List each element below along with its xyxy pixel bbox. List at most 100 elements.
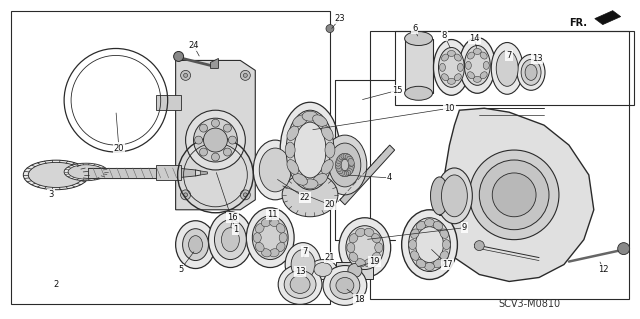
Text: 22: 22 [300, 193, 310, 202]
Ellipse shape [246, 208, 294, 268]
Ellipse shape [364, 228, 374, 237]
Ellipse shape [269, 219, 279, 226]
Ellipse shape [28, 162, 84, 188]
Circle shape [200, 124, 207, 132]
Ellipse shape [347, 156, 353, 164]
Ellipse shape [442, 240, 451, 249]
Ellipse shape [438, 48, 465, 87]
Ellipse shape [474, 76, 481, 82]
Ellipse shape [364, 259, 374, 267]
Circle shape [223, 124, 232, 132]
Ellipse shape [492, 42, 523, 94]
Text: 11: 11 [267, 210, 278, 219]
Ellipse shape [290, 276, 310, 293]
Ellipse shape [285, 243, 321, 286]
Ellipse shape [287, 126, 299, 140]
Polygon shape [200, 171, 207, 175]
Ellipse shape [282, 173, 338, 217]
Ellipse shape [335, 164, 342, 172]
Ellipse shape [189, 236, 202, 254]
Ellipse shape [182, 229, 209, 261]
Ellipse shape [302, 179, 318, 189]
Circle shape [243, 193, 247, 197]
Polygon shape [156, 165, 180, 180]
Text: 4: 4 [387, 174, 392, 182]
Circle shape [211, 119, 220, 127]
Ellipse shape [341, 171, 349, 177]
Ellipse shape [339, 218, 390, 278]
Ellipse shape [496, 50, 518, 86]
Text: 9: 9 [461, 223, 467, 232]
Text: 19: 19 [369, 257, 380, 266]
Ellipse shape [280, 102, 340, 198]
Ellipse shape [460, 38, 495, 93]
Polygon shape [336, 262, 372, 279]
Text: 24: 24 [188, 41, 199, 50]
Ellipse shape [440, 229, 449, 238]
Ellipse shape [404, 32, 433, 46]
Ellipse shape [372, 252, 380, 262]
Circle shape [204, 128, 227, 152]
Ellipse shape [416, 259, 426, 268]
Ellipse shape [330, 271, 360, 300]
Text: FR.: FR. [569, 18, 587, 28]
Polygon shape [175, 168, 196, 178]
Circle shape [184, 73, 188, 78]
Ellipse shape [252, 216, 288, 260]
Ellipse shape [517, 55, 545, 90]
Ellipse shape [521, 59, 541, 85]
Ellipse shape [404, 86, 433, 100]
Ellipse shape [276, 242, 285, 252]
Text: 6: 6 [412, 24, 417, 33]
Ellipse shape [433, 40, 469, 95]
Ellipse shape [337, 169, 345, 175]
Ellipse shape [343, 153, 351, 160]
Ellipse shape [284, 271, 316, 298]
Text: 7: 7 [506, 51, 512, 60]
Text: 13: 13 [532, 54, 542, 63]
Circle shape [241, 190, 250, 200]
Text: SCV3-M0810: SCV3-M0810 [498, 299, 560, 309]
Circle shape [326, 25, 334, 33]
Ellipse shape [285, 142, 295, 158]
Ellipse shape [442, 175, 467, 217]
Ellipse shape [345, 154, 353, 161]
Ellipse shape [436, 168, 472, 224]
Circle shape [186, 110, 245, 170]
Text: 21: 21 [324, 253, 335, 262]
Ellipse shape [467, 72, 474, 79]
Ellipse shape [465, 62, 471, 70]
Ellipse shape [68, 165, 104, 179]
Circle shape [184, 193, 188, 197]
Ellipse shape [440, 63, 445, 71]
Ellipse shape [302, 111, 318, 121]
Text: 20: 20 [324, 200, 335, 209]
Circle shape [348, 263, 362, 278]
Polygon shape [175, 60, 255, 210]
Ellipse shape [23, 160, 89, 190]
Circle shape [241, 70, 250, 80]
Ellipse shape [411, 251, 419, 260]
Ellipse shape [209, 212, 252, 268]
Ellipse shape [339, 153, 347, 160]
Ellipse shape [467, 52, 474, 59]
Text: 18: 18 [355, 295, 365, 304]
Ellipse shape [348, 164, 354, 172]
Circle shape [193, 118, 237, 162]
Ellipse shape [287, 160, 299, 174]
Ellipse shape [337, 154, 345, 161]
Text: 3: 3 [49, 190, 54, 199]
Circle shape [180, 70, 191, 80]
Circle shape [173, 51, 184, 62]
Ellipse shape [343, 170, 351, 176]
Ellipse shape [356, 259, 365, 267]
Ellipse shape [325, 142, 335, 158]
Ellipse shape [309, 260, 337, 279]
Ellipse shape [480, 72, 487, 79]
Ellipse shape [372, 234, 380, 243]
Ellipse shape [214, 220, 246, 260]
Ellipse shape [292, 115, 307, 127]
Polygon shape [440, 178, 454, 215]
Ellipse shape [474, 48, 481, 55]
Ellipse shape [313, 174, 327, 185]
